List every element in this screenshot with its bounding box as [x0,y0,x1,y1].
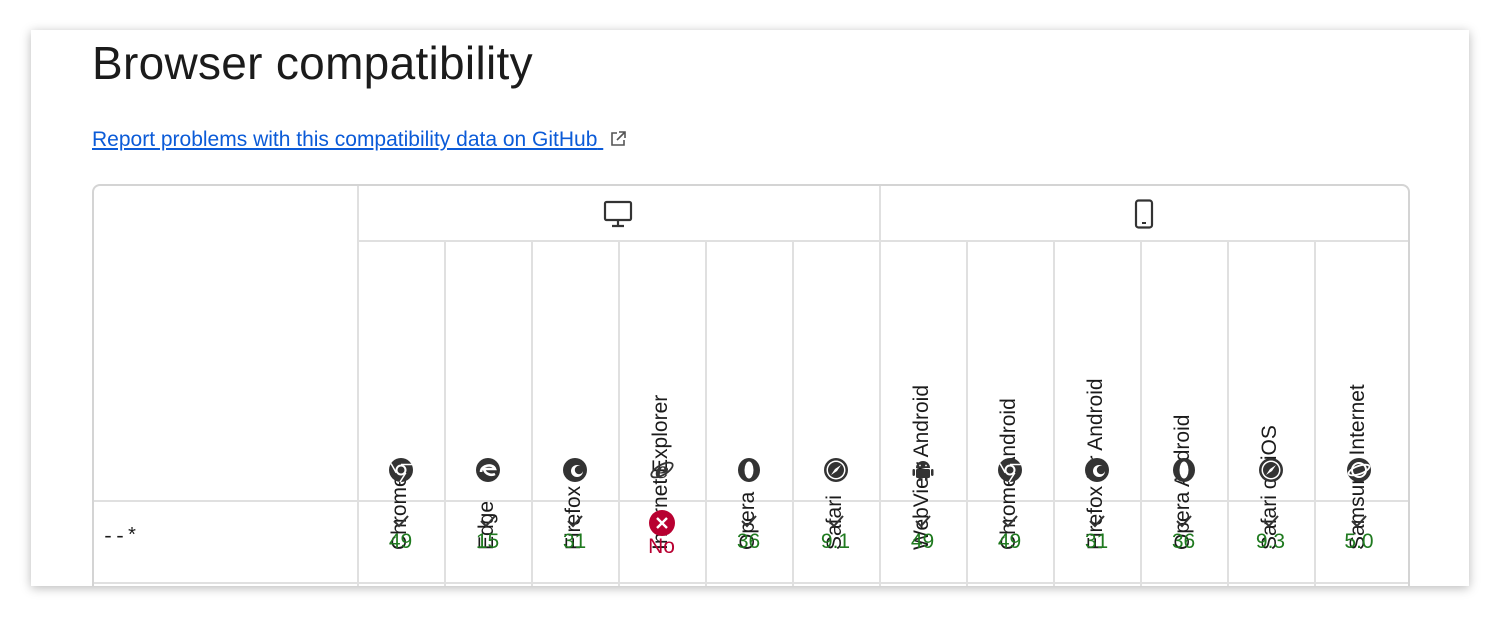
svg-text:e: e [655,458,669,483]
support-cell-chrome[interactable]: 49 [357,504,444,566]
support-version: 15 [475,530,500,553]
support-cell-samsung-internet[interactable]: 5.0 [1314,504,1404,566]
browser-icon-wrap-chrome-android [996,456,1024,484]
browser-icon-wrap-edge [474,456,502,484]
page-title: Browser compatibility [92,37,533,89]
support-version: 5.0 [1344,530,1374,553]
safari-icon [1258,458,1283,482]
column-divider [531,240,533,586]
browser-icon-wrap-samsung-internet [1345,456,1373,484]
support-version: 9.3 [1255,530,1286,553]
browser-icon-wrap-firefox-for-android [1083,456,1111,484]
support-cell-opera[interactable]: 36 [705,504,792,566]
check-icon [914,515,931,528]
check-icon [827,515,844,528]
support-cell-safari[interactable]: 9.1 [792,504,879,566]
support-cell-internet-explorer[interactable]: No [618,504,705,566]
no-support-icon [648,510,675,536]
browser-icon-wrap-firefox [561,456,589,484]
column-divider [1227,240,1229,586]
support-cell-safari-on-ios[interactable]: 9.3 [1227,504,1314,566]
browser-icon-wrap-opera [735,456,763,484]
samsung-internet-icon [1347,458,1371,482]
mobile-platform-header [879,186,1408,242]
desktop-icon [603,200,633,228]
column-divider [966,240,968,586]
opera-icon [737,458,760,482]
platform-row-divider [357,240,1408,242]
header-row-divider [94,500,1408,502]
support-cell-opera-android[interactable]: 36 [1140,504,1227,566]
support-cell-firefox-for-android[interactable]: 31 [1053,504,1140,566]
check-icon [1175,515,1192,528]
column-divider [618,240,620,586]
support-version: 36 [1171,530,1196,553]
column-divider [444,240,446,586]
support-version: 49 [910,530,935,553]
report-problems-link[interactable]: Report problems with this compatibility … [92,128,627,152]
support-cell-edge[interactable]: 15 [444,504,531,566]
support-version: 9.1 [820,530,851,553]
check-icon [392,515,409,528]
firefox-icon [562,458,587,482]
column-divider [1140,240,1142,586]
support-version: 49 [388,530,413,553]
chrome-icon [997,458,1022,483]
report-link-text: Report problems with this compatibility … [92,128,598,151]
column-divider [357,186,359,586]
page-frame: Browser compatibility Report problems wi… [31,30,1469,586]
support-version: 36 [736,530,761,553]
internet-explorer-icon: e [649,458,674,483]
data-row-divider [94,582,1408,584]
feature-name: --* [102,526,139,549]
safari-icon [823,458,848,482]
check-icon [1262,515,1279,528]
support-cell-firefox[interactable]: 31 [531,504,618,566]
support-cell-chrome-android[interactable]: 49 [966,504,1053,566]
check-icon [740,515,757,528]
support-version: 31 [562,530,587,553]
firefox-icon [1084,458,1109,482]
browser-icon-wrap-safari-on-ios [1257,456,1285,484]
support-version: 31 [1084,530,1109,553]
column-divider [705,240,707,586]
column-divider [1053,240,1055,586]
browser-icon-wrap-chrome [387,456,415,484]
column-divider [792,240,794,586]
desktop-platform-header [357,186,879,242]
check-icon [566,515,583,528]
edge-icon [475,458,500,482]
mobile-icon [1134,199,1153,229]
support-version: No [648,535,675,558]
column-divider [1314,240,1316,586]
chrome-icon [388,458,413,483]
browser-icon-wrap-webview-android [909,456,937,484]
external-link-icon [611,131,627,146]
compat-table: --* Chrome 49 Edge 15 Firefox 31 Internet Expl… [92,184,1410,586]
check-icon [1088,515,1105,528]
check-icon [1351,515,1367,528]
opera-icon [1172,458,1195,482]
check-icon [1001,515,1018,528]
support-version: 49 [997,530,1022,553]
column-divider [879,186,881,586]
check-icon [479,515,496,528]
browser-icon-wrap-safari [822,456,850,484]
browser-icon-wrap-internet-explorer: e [648,456,676,484]
android-icon [912,461,933,481]
browser-icon-wrap-opera-android [1170,456,1198,484]
support-cell-webview-android[interactable]: 49 [879,504,966,566]
